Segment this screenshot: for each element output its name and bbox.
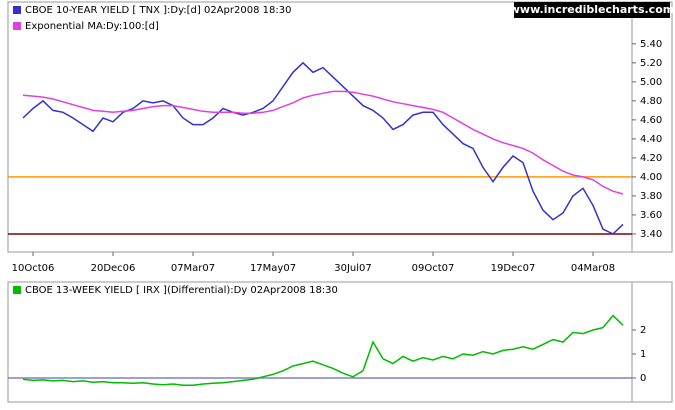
- x-tick-label: 07Mar07: [171, 263, 215, 274]
- x-tick-label: 04Mar08: [571, 263, 615, 274]
- y-tick-label: 4.40: [640, 134, 662, 145]
- y-tick-label: 1: [640, 349, 646, 360]
- legend-label: CBOE 13-WEEK YIELD [ IRX ](Differential)…: [25, 285, 338, 296]
- y-tick-label: 5.20: [640, 58, 662, 69]
- y-tick-label: 4.60: [640, 115, 662, 126]
- x-tick-label: 17May07: [250, 263, 296, 274]
- legend-label: CBOE 10-YEAR YIELD [ TNX ]:Dy:[d] 02Apr2…: [25, 5, 291, 16]
- y-tick-label: 2: [640, 325, 646, 336]
- x-tick-label: 09Oct07: [412, 263, 455, 274]
- y-tick-label: 0: [640, 373, 646, 384]
- legend-label: Exponential MA:Dy:100:[d]: [25, 21, 159, 32]
- y-tick-label: 5.00: [640, 77, 662, 88]
- x-tick-label: 20Dec06: [91, 263, 136, 274]
- y-tick-label: 3.80: [640, 191, 662, 202]
- watermark-box: [514, 2, 670, 18]
- x-tick-label: 30Jul07: [334, 263, 372, 274]
- series-line: [22, 61, 624, 235]
- x-tick-label: 10Oct06: [12, 263, 55, 274]
- y-tick-label: 3.60: [640, 210, 662, 221]
- price-panel-frame: [7, 1, 673, 253]
- y-tick-label: 4.80: [640, 96, 662, 107]
- series-line: [22, 90, 624, 195]
- y-tick-label: 4.20: [640, 153, 662, 164]
- x-tick-label: 19Dec07: [491, 263, 536, 274]
- y-tick-label: 3.40: [640, 229, 662, 240]
- y-tick-label: 4.00: [640, 172, 662, 183]
- legend-swatch: [13, 6, 21, 14]
- indicator-panel-frame: [7, 281, 673, 403]
- watermark: www.incrediblecharts.com: [510, 3, 674, 16]
- series-line: [22, 314, 624, 386]
- legend-swatch: [13, 286, 21, 294]
- legend-swatch: [13, 22, 21, 30]
- y-tick-label: 5.40: [640, 39, 662, 50]
